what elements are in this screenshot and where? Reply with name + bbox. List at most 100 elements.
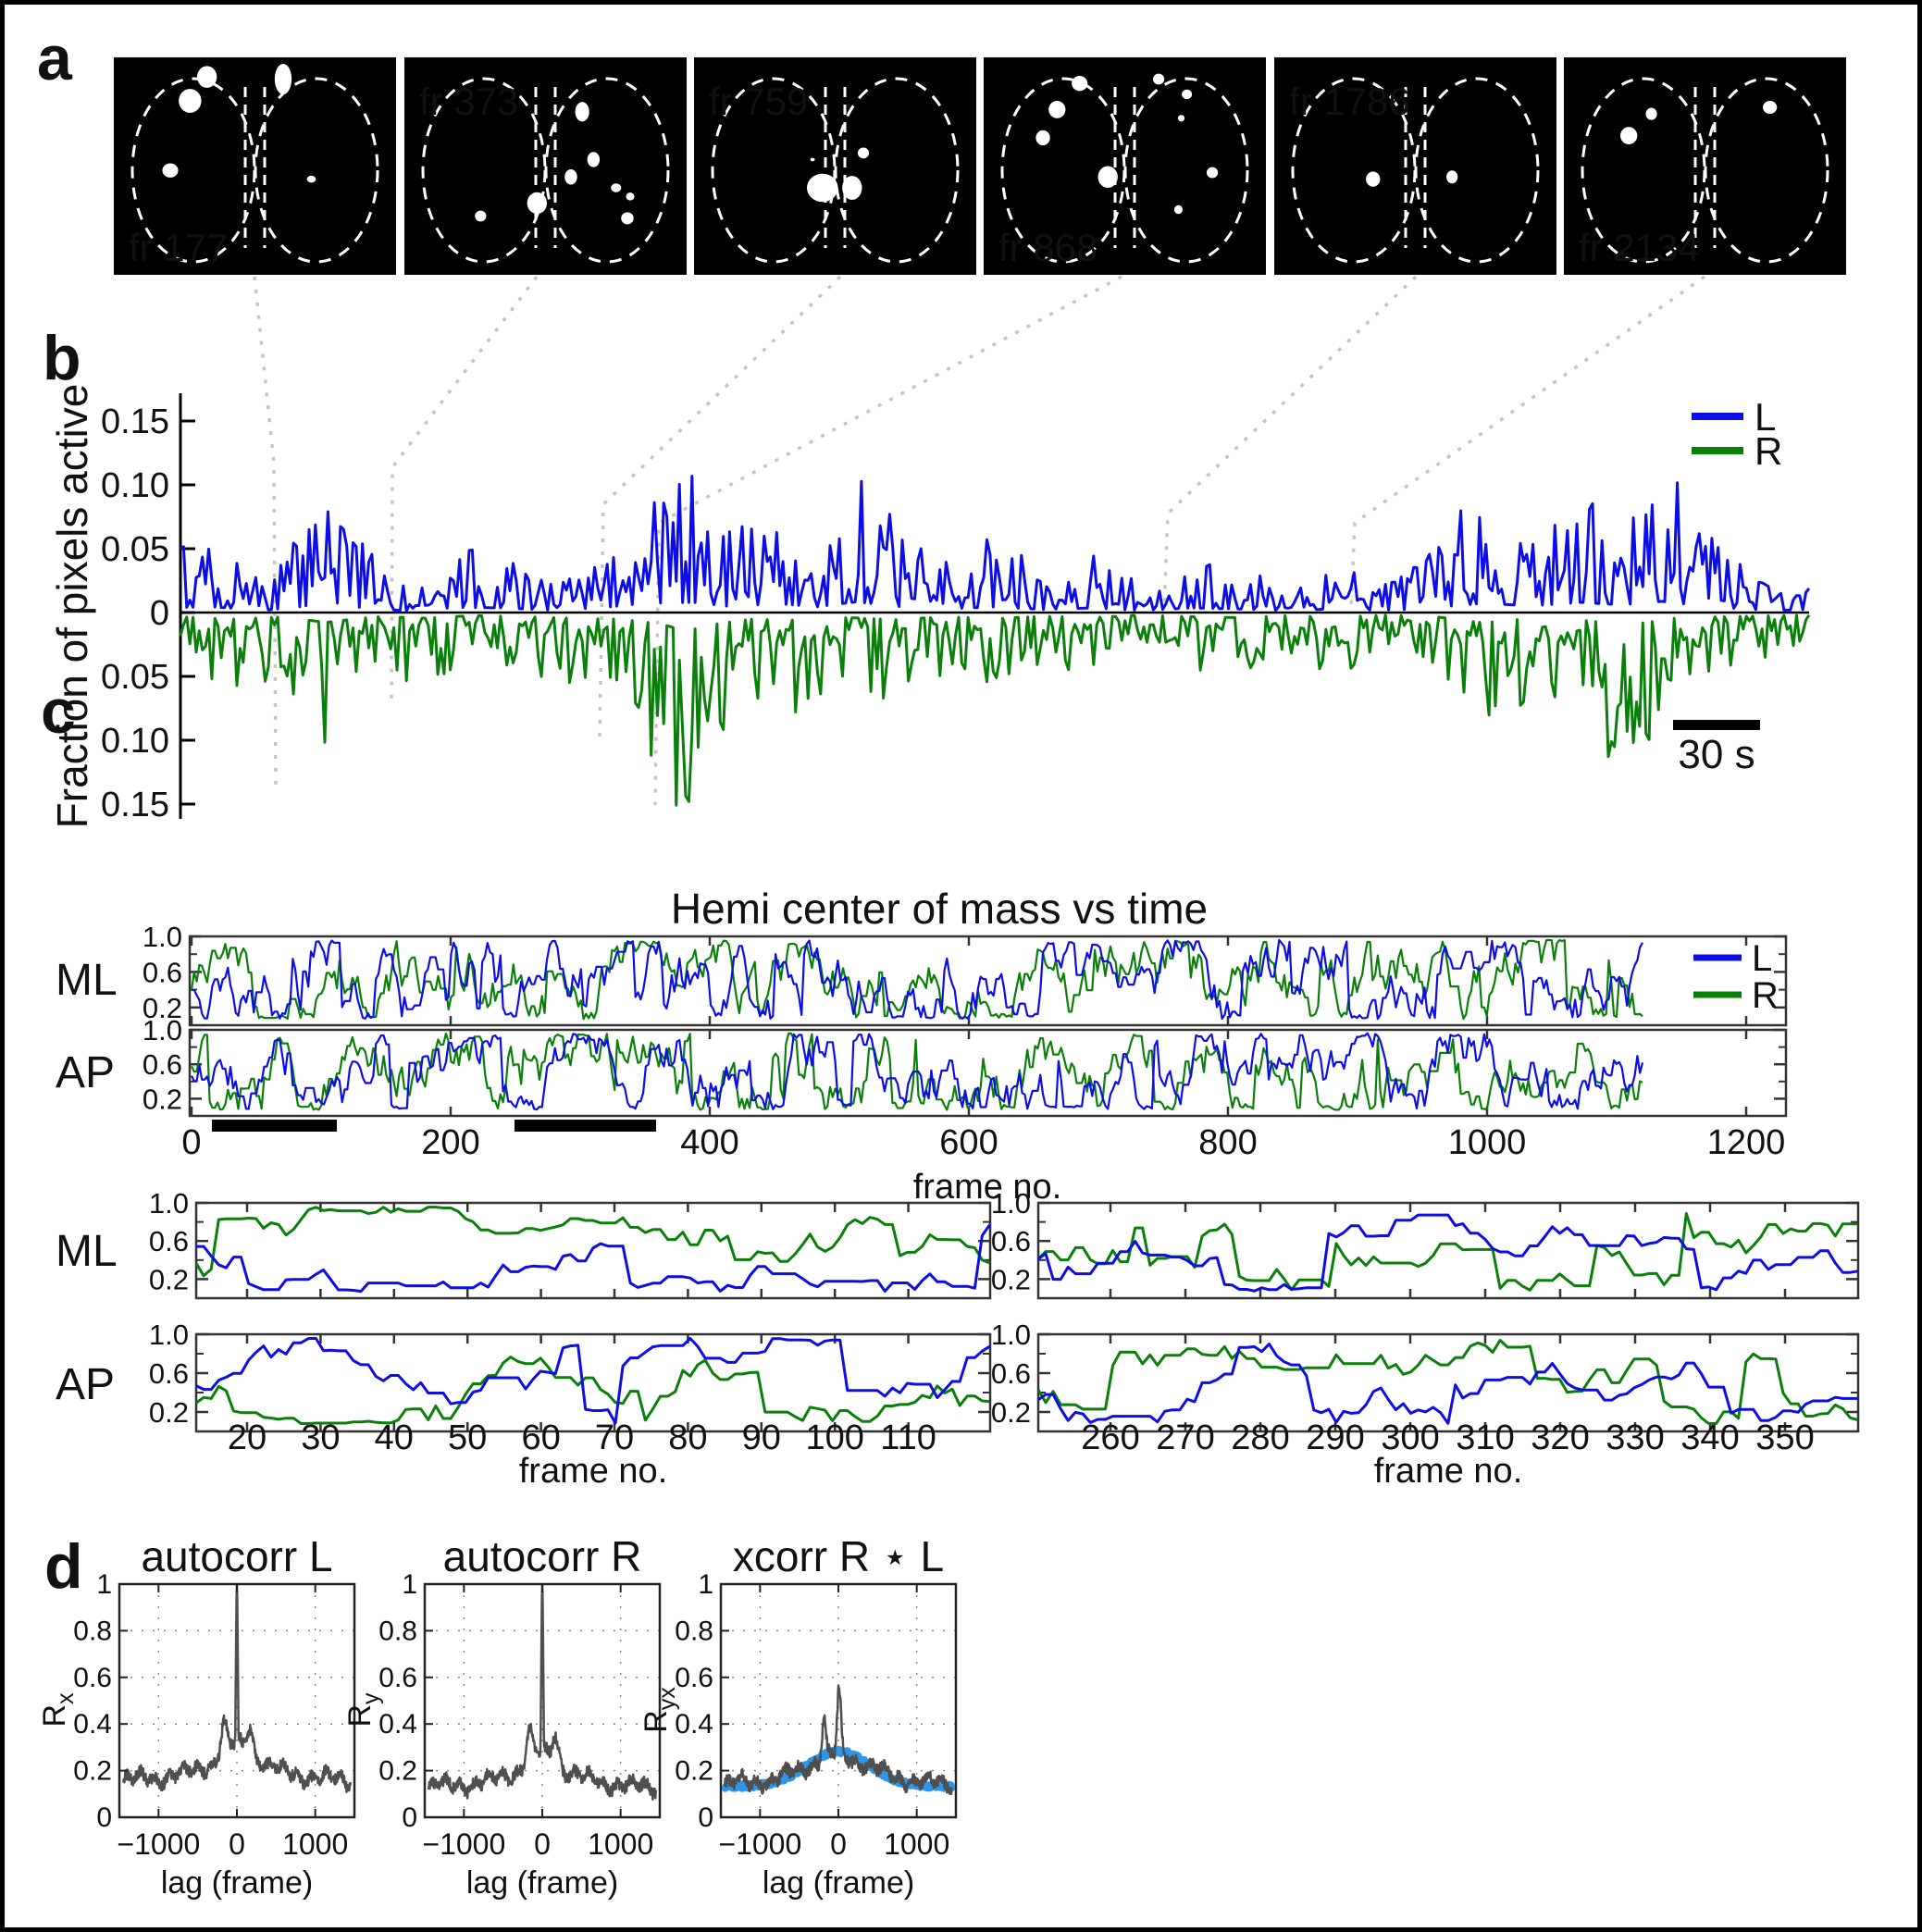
brain-frame: fr 177 xyxy=(114,57,396,275)
x-tick-label: −1000 xyxy=(718,1827,801,1861)
xcorr-trace xyxy=(723,1684,953,1796)
active-pixel-blob xyxy=(274,64,292,94)
plot-box xyxy=(194,1201,992,1300)
active-pixel-blob xyxy=(575,102,589,122)
time-scale-bar xyxy=(1673,720,1760,730)
plot-box xyxy=(1036,1332,1860,1433)
x-tick-label: 1200 xyxy=(1707,1123,1786,1162)
b-y-tick-label: 0.10 xyxy=(101,722,169,761)
b-y-tick-label: 0.15 xyxy=(101,402,169,441)
right-hemisphere-outline xyxy=(834,77,960,264)
active-pixel-blob xyxy=(1035,130,1050,146)
d-title-autocorr-L: autocorr L xyxy=(141,1532,332,1580)
com-zoom-trace xyxy=(1037,1343,1858,1425)
c-row-label-ml: ML xyxy=(56,956,118,1005)
correlation-plot: 10.80.60.40.20−1000 0 1000 xyxy=(675,1569,958,1861)
panel-b-activity-plot: 0.15 0.10 0.05 0 0.05 0.10 0.15 xyxy=(101,393,1811,824)
d-y-axis-title-Ryx: Ryx xyxy=(639,1687,680,1733)
c-zoom-row-label-ap: AP xyxy=(56,1360,115,1409)
d-title-autocorr-R: autocorr R xyxy=(443,1532,642,1580)
x-tick-label: 40 xyxy=(375,1418,414,1457)
x-tick-label: 400 xyxy=(680,1123,738,1162)
right-hemisphere-outline xyxy=(1704,77,1829,264)
c-x-axis-title: frame no. xyxy=(913,1168,1062,1207)
x-tick-label: 0 xyxy=(830,1827,847,1861)
com-zoom-trace xyxy=(195,1356,990,1425)
correlation-plot: 10.80.60.40.20−1000 0 1000 xyxy=(378,1569,662,1861)
y-tick-label: 0.8 xyxy=(378,1616,417,1646)
frame-number-label: fr 2134 xyxy=(1579,226,1700,269)
x-tick-label: 320 xyxy=(1531,1418,1589,1457)
com-zoom-trace xyxy=(1037,1213,1858,1293)
active-pixel-blob xyxy=(1072,75,1088,92)
y-tick-label: 1.0 xyxy=(991,1319,1031,1351)
zoom-region-bar-1 xyxy=(212,1120,337,1132)
active-pixel-blob xyxy=(475,210,487,222)
com-trace xyxy=(192,938,1643,1021)
x-tick-label: 90 xyxy=(742,1418,781,1457)
y-tick-label: 0.2 xyxy=(149,1396,189,1429)
b-y-tick-label: 0.15 xyxy=(101,786,169,824)
x-tick-label: 1000 xyxy=(1448,1123,1527,1162)
com-trace xyxy=(191,1032,1644,1111)
x-tick-label: 800 xyxy=(1198,1123,1257,1162)
y-tick-label: 0.2 xyxy=(73,1756,112,1787)
c-zoom-row-label-ml: ML xyxy=(56,1227,118,1276)
x-tick-label: 310 xyxy=(1456,1418,1514,1457)
active-pixel-blob xyxy=(564,169,577,185)
brain-frame: fr 373 xyxy=(404,57,687,275)
active-pixel-blob xyxy=(807,173,838,203)
y-tick-label: 0.8 xyxy=(675,1616,713,1646)
brain-frame: fr 1786 xyxy=(1274,57,1556,275)
x-tick-label: 20 xyxy=(228,1418,267,1457)
y-tick-label: 0.6 xyxy=(378,1663,417,1693)
d-title-xcorr: xcorr R ⋆ L xyxy=(733,1532,944,1580)
time-scale-label: 30 s xyxy=(1678,732,1755,777)
active-pixel-blob xyxy=(1182,89,1193,100)
brain-frame: fr 759 xyxy=(694,57,976,275)
x-tick-label: 200 xyxy=(421,1123,479,1162)
y-tick-label: 1.0 xyxy=(143,1014,182,1046)
b-y-tick-label: 0.05 xyxy=(101,530,169,569)
y-tick-label: 0.6 xyxy=(149,1357,189,1390)
com-plot: 1.00.60.2 0 200 400 600 800 1000 1200 xyxy=(143,1014,1788,1162)
d-x-axis-title-1: lag (frame) xyxy=(161,1865,313,1901)
y-tick-label: 0.2 xyxy=(143,1083,182,1115)
connector-line xyxy=(1349,275,1706,612)
zoom-region-bar-2 xyxy=(515,1120,656,1132)
active-pixel-blob xyxy=(1048,101,1066,118)
correlation-plot: 10.80.60.40.20−1000 0 1000 xyxy=(73,1569,356,1861)
com-trace xyxy=(191,1032,1643,1111)
x-tick-label: 350 xyxy=(1755,1418,1814,1457)
y-tick-label: 0.6 xyxy=(991,1225,1031,1257)
right-hemisphere-outline xyxy=(544,77,670,264)
x-tick-label: 50 xyxy=(448,1418,487,1457)
com-zoom-trace xyxy=(196,1223,991,1294)
y-tick-label: 0.4 xyxy=(675,1709,713,1740)
y-tick-label: 0.2 xyxy=(149,1263,189,1295)
x-tick-label: 0 xyxy=(534,1827,551,1861)
y-tick-label: 0.8 xyxy=(73,1616,112,1646)
panel-d-correlation-plots: 10.80.60.40.20−1000 0 100010.80.60.40.20−1… xyxy=(73,1569,958,1861)
frame-number-label: fr 868 xyxy=(998,226,1097,269)
d-y-axis-title-Ry: Ry xyxy=(342,1692,384,1728)
y-tick-label: 0.2 xyxy=(143,992,182,1024)
x-tick-label: 300 xyxy=(1381,1418,1439,1457)
com-plot: 1.00.60.2 xyxy=(149,1187,992,1300)
plot-box xyxy=(194,1332,992,1433)
b-y-tick-label: 0 xyxy=(150,594,169,633)
com-plot: 1.00.60.2 xyxy=(143,921,1788,1027)
y-tick-label: 1.0 xyxy=(991,1187,1031,1220)
panel-a-brain-frames: fr 177 fr 373 fr 759 fr 868 fr 1786 fr 2134 xyxy=(114,57,1846,275)
b-legend-label-R: R xyxy=(1755,429,1782,473)
frame-to-trace-connectors xyxy=(253,275,1706,806)
y-tick-label: 0.6 xyxy=(73,1663,112,1693)
com-zoom-trace xyxy=(1036,1339,1858,1425)
active-pixel-blob xyxy=(587,152,601,167)
panel-label-d: d xyxy=(44,1531,83,1602)
c-legend-label-R: R xyxy=(1752,975,1779,1016)
plot-box xyxy=(188,935,1788,1027)
